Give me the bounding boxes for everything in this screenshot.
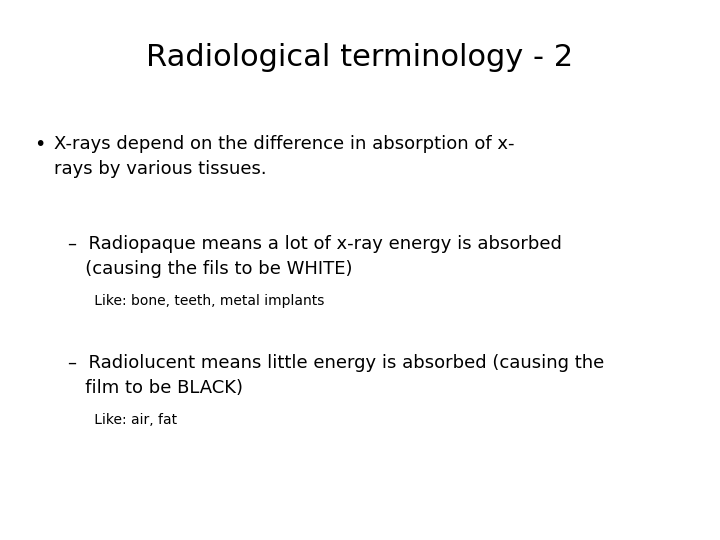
Text: •: • [35,135,46,154]
Text: –  Radiolucent means little energy is absorbed (causing the
   film to be BLACK): – Radiolucent means little energy is abs… [68,354,605,397]
Text: –  Radiopaque means a lot of x-ray energy is absorbed
   (causing the fils to be: – Radiopaque means a lot of x-ray energy… [68,235,562,278]
Text: Radiological terminology - 2: Radiological terminology - 2 [146,43,574,72]
Text: Like: air, fat: Like: air, fat [68,413,178,427]
Text: Like: bone, teeth, metal implants: Like: bone, teeth, metal implants [68,294,325,308]
Text: X-rays depend on the difference in absorption of x-
rays by various tissues.: X-rays depend on the difference in absor… [54,135,515,178]
